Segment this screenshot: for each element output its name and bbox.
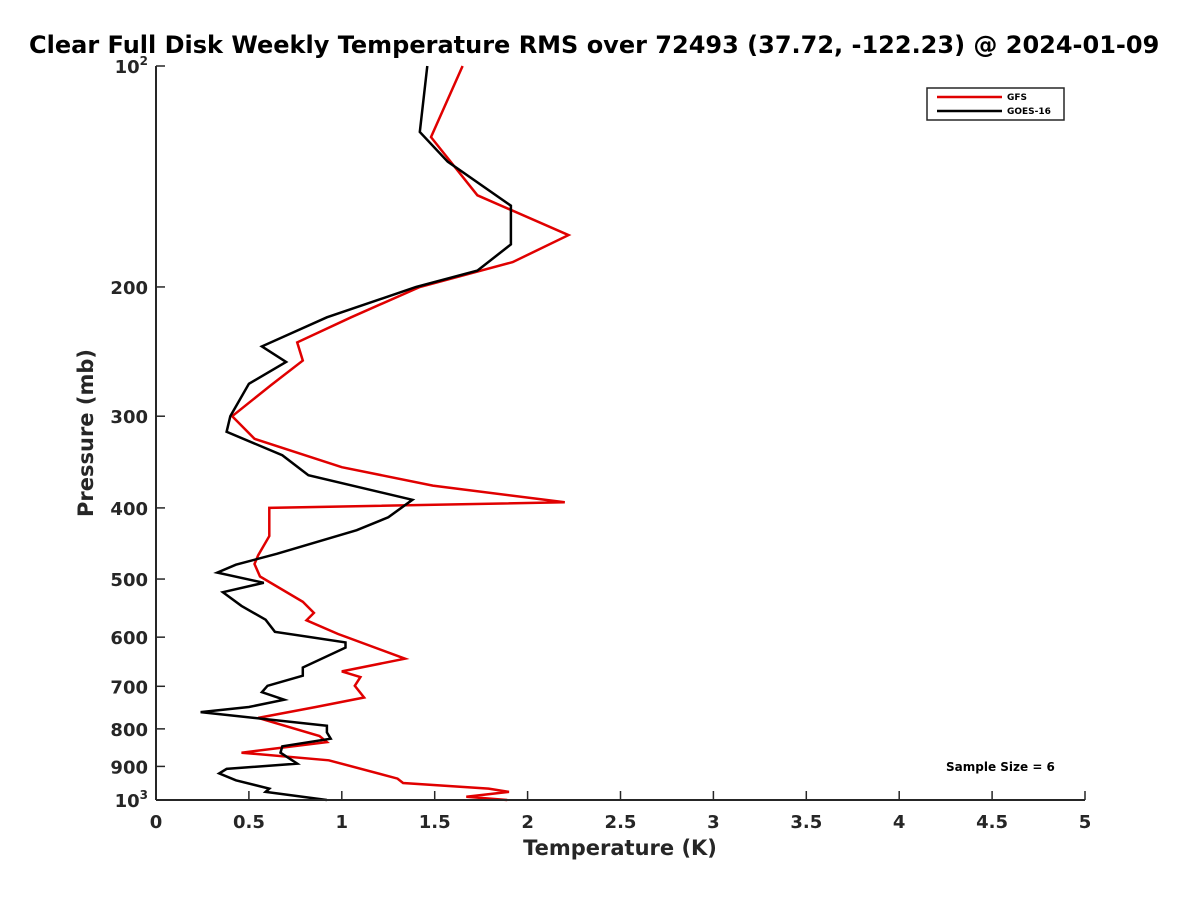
x-tick-label: 4 [893, 812, 906, 833]
x-tick-label: 5 [1079, 812, 1092, 833]
y-tick-label: 300 [110, 407, 148, 428]
y-tick-label: 103 [115, 788, 148, 812]
x-axis-label: Temperature (K) [523, 836, 717, 860]
y-tick-label: 200 [110, 278, 148, 299]
x-tick-label: 4.5 [976, 812, 1008, 833]
series-layer [200, 65, 572, 802]
legend-box [926, 87, 1065, 121]
y-tick-label: 500 [110, 570, 148, 591]
sample-size-annotation: Sample Size = 6 [946, 760, 1055, 774]
x-tick-label: 2 [521, 812, 534, 833]
x-tick-label: 3 [707, 812, 720, 833]
x-axis-ticks: 0 0.5 1 1.5 2 2.5 3 3.5 4 4.5 5 [150, 791, 1092, 833]
plot-background [156, 66, 1085, 800]
y-axis-ticks: 102 200 300 400 500 600 700 800 900 103 [110, 54, 165, 812]
y-tick-label: 700 [110, 677, 148, 698]
series-line-goes16 [200, 65, 513, 802]
x-tick-label: 2.5 [605, 812, 637, 833]
y-tick-label: 600 [110, 628, 148, 649]
x-tick-label: 3.5 [790, 812, 822, 833]
legend: GFS GOES-16 [926, 87, 1065, 121]
x-tick-label: 1.5 [419, 812, 451, 833]
plot-area: 0 0.5 1 1.5 2 2.5 3 3.5 4 4.5 5 102 200 300 400 500 600… [110, 54, 1091, 833]
series-line-gfs [230, 65, 572, 802]
x-tick-label: 0 [150, 812, 163, 833]
chart-title: Clear Full Disk Weekly Temperature RMS o… [29, 31, 1159, 59]
y-axis-label: Pressure (mb) [74, 349, 98, 517]
y-tick-label: 102 [115, 54, 148, 78]
x-tick-label: 1 [336, 812, 349, 833]
x-tick-label: 0.5 [233, 812, 265, 833]
y-tick-label: 800 [110, 720, 148, 741]
y-tick-label: 400 [110, 499, 148, 520]
legend-label-goes16: GOES-16 [1007, 107, 1051, 117]
y-tick-label: 900 [110, 757, 148, 778]
legend-label-gfs: GFS [1007, 93, 1027, 103]
